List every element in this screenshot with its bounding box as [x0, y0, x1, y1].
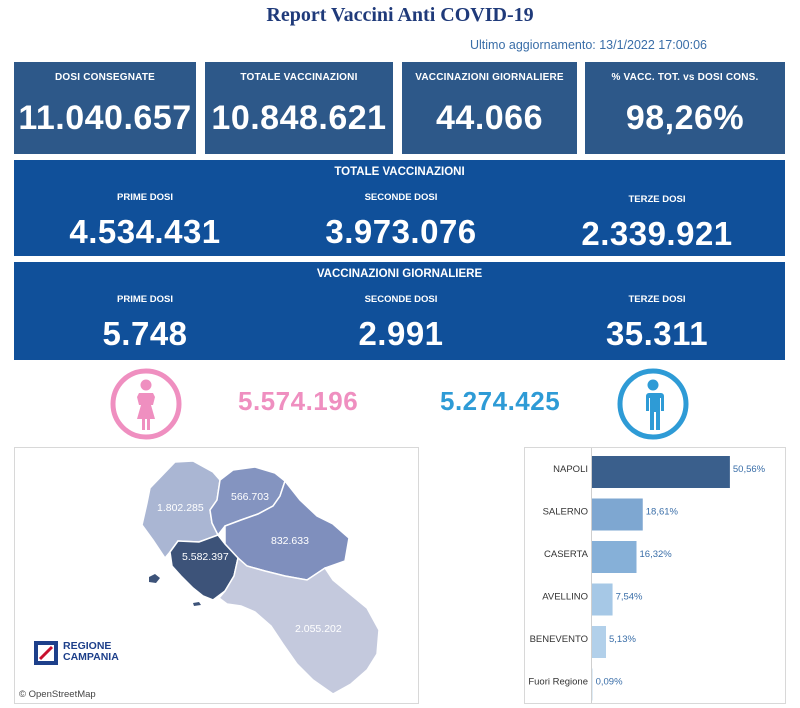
- giornaliere-terze: TERZE DOSI 35.311: [532, 294, 782, 353]
- col-value: 4.534.431: [69, 213, 221, 250]
- male-icon: [617, 368, 689, 440]
- bar-value-label: 5,13%: [609, 634, 636, 645]
- bar-value-label: 50,56%: [733, 464, 766, 475]
- bar[interactable]: [592, 668, 593, 701]
- kpi-vaccinazioni-giornaliere: VACCINAZIONI GIORNALIERE 44.066: [402, 62, 577, 154]
- province-share-chart: NAPOLI 50,56% SALERNO 18,61% CASERTA 16,32% AV…: [524, 447, 786, 704]
- kpi-value: 44.066: [436, 99, 543, 137]
- logo-line1: REGIONE: [63, 640, 112, 652]
- bar-value-label: 7,54%: [616, 592, 643, 603]
- label-avellino: 832.633: [271, 535, 309, 547]
- island-capri: [193, 602, 201, 606]
- bar-category-label: NAPOLI: [553, 464, 588, 475]
- bar-value-label: 18,61%: [646, 507, 679, 518]
- female-icon: [110, 368, 182, 440]
- kpi-value: 11.040.657: [18, 99, 192, 137]
- last-update: Ultimo aggiornamento: 13/1/2022 17:00:06: [470, 38, 707, 52]
- label-caserta: 1.802.285: [157, 502, 204, 514]
- label-benevento: 566.703: [231, 491, 269, 503]
- col-label: SECONDE DOSI: [364, 192, 438, 203]
- bar-chart-svg: NAPOLI 50,56% SALERNO 18,61% CASERTA 16,32% AV…: [528, 456, 766, 701]
- band-title: TOTALE VACCINAZIONI: [334, 166, 465, 178]
- kpi-totale-vaccinazioni: TOTALE VACCINAZIONI 10.848.621: [205, 62, 393, 154]
- col-value: 35.311: [605, 315, 709, 352]
- vaccinazioni-giornaliere-band: VACCINAZIONI GIORNALIERE PRIME DOSI 5.74…: [14, 262, 785, 360]
- bar-category-label: SALERNO: [543, 507, 588, 518]
- bar[interactable]: [592, 456, 730, 488]
- band-title: VACCINAZIONI GIORNALIERE: [316, 268, 483, 280]
- kpi-percent-vacc: % VACC. TOT. vs DOSI CONS. 98,26%: [585, 62, 785, 154]
- bar-category-label: AVELLINO: [542, 592, 588, 603]
- kpi-label: % VACC. TOT. vs DOSI CONS.: [611, 72, 759, 83]
- label-napoli: 5.582.397: [182, 551, 229, 563]
- totale-terze: TERZE DOSI 2.339.921: [532, 194, 782, 253]
- bar[interactable]: [592, 626, 606, 658]
- col-label: PRIME DOSI: [117, 294, 173, 305]
- col-label: SECONDE DOSI: [364, 294, 438, 305]
- totale-prime: PRIME DOSI 4.534.431: [20, 192, 270, 251]
- province-salerno[interactable]: [217, 556, 380, 695]
- female-total: 5.574.196: [238, 386, 359, 416]
- col-value: 3.973.076: [325, 213, 477, 250]
- totale-seconde: SECONDE DOSI 3.973.076: [276, 192, 526, 251]
- axis-divider: [591, 448, 592, 703]
- giornaliere-prime: PRIME DOSI 5.748: [20, 294, 270, 353]
- col-label: TERZE DOSI: [628, 294, 686, 305]
- logo-line2: CAMPANIA: [63, 651, 119, 663]
- col-label: TERZE DOSI: [628, 194, 686, 205]
- kpi-label: DOSI CONSEGNATE: [54, 72, 156, 83]
- logo-text: REGIONE CAMPANIA: [63, 641, 119, 663]
- male-total: 5.274.425: [440, 386, 561, 416]
- bar-category-label: CASERTA: [544, 549, 589, 560]
- map-attribution[interactable]: © OpenStreetMap: [19, 689, 96, 700]
- col-value: 5.748: [102, 315, 188, 352]
- kpi-dosi-consegnate: DOSI CONSEGNATE 11.040.657: [14, 62, 196, 154]
- bar-category-label: Fuori Regione: [528, 677, 588, 688]
- province-map[interactable]: 1.802.285 566.703 832.633 5.582.397 2.05…: [14, 447, 419, 704]
- bar[interactable]: [592, 541, 637, 573]
- kpi-value: 98,26%: [625, 99, 745, 137]
- map-canvas: 1.802.285 566.703 832.633 5.582.397 2.05…: [141, 460, 380, 695]
- kpi-label: VACCINAZIONI GIORNALIERE: [415, 72, 564, 83]
- regione-campania-logo: REGIONE CAMPANIA: [33, 640, 119, 671]
- totale-vaccinazioni-band: TOTALE VACCINAZIONI PRIME DOSI 4.534.431…: [14, 160, 785, 256]
- bar-value-label: 16,32%: [640, 549, 673, 560]
- island-ischia: [149, 574, 160, 583]
- bar[interactable]: [592, 583, 613, 616]
- col-value: 2.339.921: [581, 215, 733, 252]
- col-label: PRIME DOSI: [117, 192, 173, 203]
- kpi-value: 10.848.621: [211, 99, 387, 137]
- bar-value-label: 0,09%: [596, 677, 623, 688]
- bar-category-label: BENEVENTO: [530, 634, 588, 645]
- col-value: 2.991: [358, 315, 444, 352]
- regione-logo-icon: [34, 641, 58, 665]
- kpi-label: TOTALE VACCINAZIONI: [240, 72, 358, 83]
- page-title: Report Vaccini Anti COVID-19: [266, 4, 534, 26]
- giornaliere-seconde: SECONDE DOSI 2.991: [276, 294, 526, 353]
- bar[interactable]: [592, 498, 643, 531]
- label-salerno: 2.055.202: [295, 623, 342, 635]
